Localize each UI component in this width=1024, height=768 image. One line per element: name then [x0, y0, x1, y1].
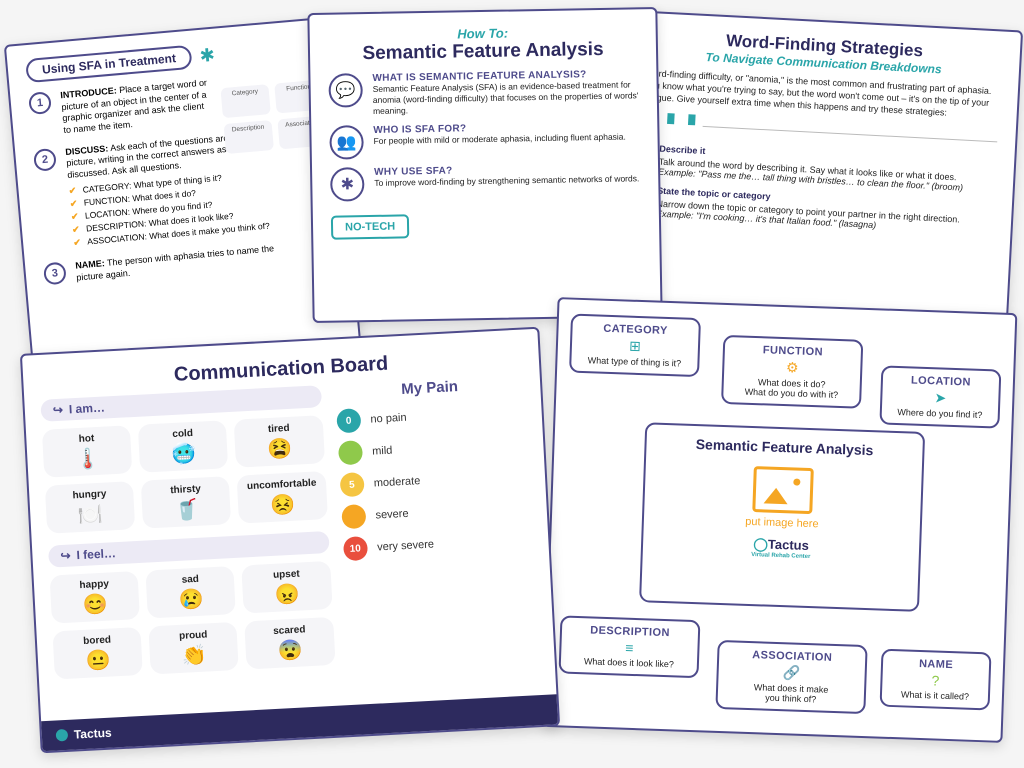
gear-icon: ⚙: [732, 357, 853, 378]
sec-ifeel-label: I feel…: [76, 546, 116, 562]
iam-grid: hot🌡️cold🥶tired😫 hungry🍽️thirsty🥤uncomfor…: [42, 415, 328, 534]
pain-scale: 0no painmild5moderatesevere10very severe: [336, 400, 533, 562]
link-icon: 🔗: [726, 662, 857, 684]
comm-footer: Tactus: [41, 694, 558, 751]
box-association: ASSOCIATION 🔗 What does it make you thin…: [715, 640, 867, 714]
box-category-h: CATEGORY: [580, 322, 690, 338]
chip-thirsty[interactable]: thirsty🥤: [141, 476, 232, 529]
chip-sad[interactable]: sad😢: [146, 566, 237, 619]
chip-tired[interactable]: tired😫: [234, 415, 325, 468]
step-3-bold: NAME:: [75, 258, 105, 271]
speech-icon: 💬: [328, 73, 363, 108]
tile-description: Description: [224, 120, 274, 154]
arrow-icon: ↪: [53, 403, 64, 418]
box-association-q: What does it make you think of?: [726, 681, 857, 706]
howto-title: Semantic Feature Analysis: [328, 38, 638, 65]
sfa-worksheet-card: CATEGORY ⊞ What type of thing is it? FUN…: [543, 297, 1018, 743]
wordfinding-card: Word-Finding Strategies To Navigate Comm…: [612, 10, 1023, 350]
center-box: Semantic Feature Analysis put image here…: [639, 422, 925, 612]
chip-bored[interactable]: bored😐: [52, 627, 143, 680]
chip-cold[interactable]: cold🥶: [138, 420, 229, 473]
box-name-h: NAME: [891, 657, 981, 672]
box-name: NAME ? What is it called?: [880, 649, 992, 711]
network-icon: ✱: [199, 44, 216, 66]
box-name-q: What is it called?: [890, 689, 980, 702]
chip-upset[interactable]: upset😠: [242, 561, 333, 614]
howto-sec-what: 💬 WHAT IS SEMANTIC FEATURE ANALYSIS?Sema…: [328, 68, 639, 118]
box-location: LOCATION ➤ Where do you find it?: [879, 365, 1001, 428]
tactus-brand: ◯TactusVirtual Rehab Center: [643, 532, 920, 564]
pain-row-no-pain[interactable]: 0no pain: [336, 400, 526, 434]
ifeel-grid: happy😊sad😢upset😠 bored😐proud👏scared😨: [50, 561, 336, 680]
grid-icon: ⊞: [580, 336, 691, 357]
chip-hungry[interactable]: hungry🍽️: [45, 481, 136, 534]
chip-proud[interactable]: proud👏: [149, 622, 240, 675]
howto-p-0: Semantic Feature Analysis (SFA) is an ev…: [373, 79, 640, 117]
howto-sec-who: 👥 WHO IS SFA FOR?For people with mild or…: [329, 120, 640, 159]
chip-uncomfortable[interactable]: uncomfortable😣: [237, 471, 328, 524]
chip-hot[interactable]: hot🌡️: [42, 425, 133, 478]
step-1-text: Place a target word or picture of an obj…: [61, 77, 207, 135]
pain-heading: My Pain: [335, 375, 525, 402]
list-icon: ≡: [569, 638, 689, 658]
image-placeholder-icon: [752, 466, 814, 514]
step-3-text: The person with aphasia tries to name th…: [76, 243, 275, 282]
box-category-q: What type of thing is it?: [579, 355, 689, 369]
box-description-q: What does it look like?: [569, 656, 689, 670]
step-1-num: 1: [28, 91, 52, 115]
question-icon: ?: [890, 671, 981, 690]
box-description: DESCRIPTION ≡ What does it look like?: [559, 615, 701, 678]
center-placeholder: put image here: [644, 512, 920, 534]
howto-card: How To: Semantic Feature Analysis 💬 WHAT…: [307, 7, 662, 323]
step-2-num: 2: [33, 148, 57, 172]
center-title: Semantic Feature Analysis: [646, 434, 922, 460]
comm-board-card: Communication Board ↪I am… hot🌡️cold🥶tir…: [20, 327, 560, 754]
arrow-icon: ↪: [60, 549, 71, 564]
using-sfa-header: Using SFA in Treatment: [25, 45, 193, 83]
people-group-icon: ▘▝: [667, 114, 696, 136]
people-icon: 👥: [329, 125, 364, 160]
pain-row-very-severe[interactable]: 10very severe: [343, 527, 533, 561]
pain-row-mild[interactable]: mild: [338, 431, 528, 465]
strat-topic: State the topic or category Narrow down …: [638, 184, 994, 237]
chip-scared[interactable]: scared😨: [245, 617, 336, 670]
sec-iam-label: I am…: [69, 401, 106, 417]
step-3-num: 3: [43, 262, 67, 286]
tile-category: Category: [220, 84, 270, 118]
network-icon: ✱: [330, 167, 365, 202]
notech-pill: NO-TECH: [331, 214, 410, 239]
location-icon: ➤: [890, 388, 991, 408]
box-function: FUNCTION ⚙ What does it do? What do you …: [721, 335, 863, 409]
box-function-q: What does it do? What do you do with it?: [731, 376, 852, 400]
category-list: CATEGORY: What type of thing is it? FUNC…: [68, 168, 273, 248]
pain-row-severe[interactable]: severe: [341, 495, 531, 529]
howto-sec-why: ✱ WHY USE SFA?To improve word-finding by…: [330, 162, 641, 201]
box-category: CATEGORY ⊞ What type of thing is it?: [569, 314, 701, 378]
strat-0-h: Describe it: [659, 144, 705, 156]
box-location-h: LOCATION: [891, 374, 991, 389]
pain-row-moderate[interactable]: 5moderate: [339, 463, 529, 497]
comm-brand: Tactus: [74, 726, 112, 742]
box-location-q: Where do you find it?: [890, 407, 990, 420]
tactus-dot-icon: [56, 729, 69, 742]
chip-happy[interactable]: happy😊: [50, 571, 141, 624]
